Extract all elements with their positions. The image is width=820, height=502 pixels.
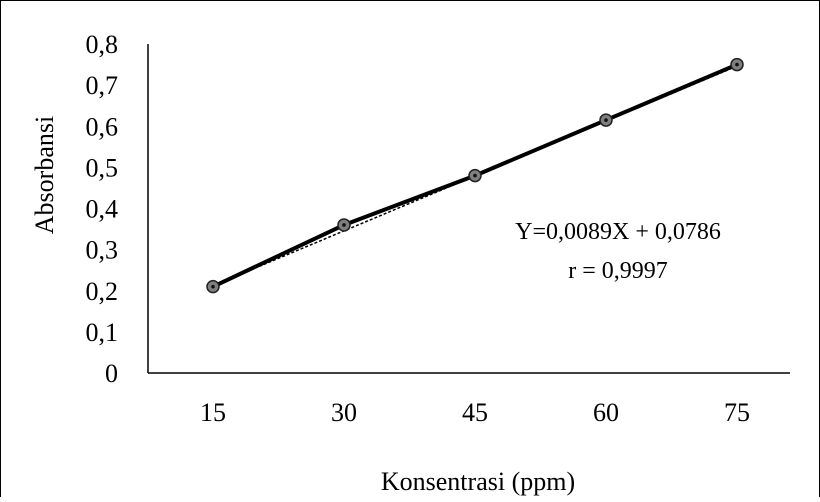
data-point-center [342,223,346,227]
x-tick-label: 15 [200,398,226,427]
y-tick-label: 0,8 [86,30,119,59]
annotation-equation: Y=0,0089X + 0,0786 [515,219,721,245]
data-point-center [735,62,739,67]
y-axis-title: Absorbansi [30,116,59,234]
y-tick-label: 0,6 [86,112,119,141]
x-tick-label: 75 [724,398,750,427]
y-tick-label: 0,1 [86,318,119,347]
data-point-center [473,173,477,178]
y-tick-label: 0,5 [86,153,119,182]
y-tick-label: 0,3 [86,236,119,265]
x-tick-label: 60 [593,398,619,427]
y-axis-ticks: 0 0,1 0,2 0,3 0,4 0,5 0,6 0,7 0,8 [86,30,119,388]
data-points [206,57,744,294]
data-point-center [211,284,215,289]
annotation-r: r = 0,9997 [568,258,668,284]
y-tick-label: 0 [105,359,118,388]
y-tick-label: 0,4 [86,195,119,224]
x-axis-title: Konsentrasi (ppm) [381,467,575,496]
y-tick-label: 0,7 [86,71,119,100]
y-tick-label: 0,2 [86,277,119,306]
x-tick-label: 45 [462,398,488,427]
data-point-center [604,118,608,122]
x-axis-ticks: 15 30 45 60 75 [200,398,750,427]
x-tick-label: 30 [331,398,357,427]
